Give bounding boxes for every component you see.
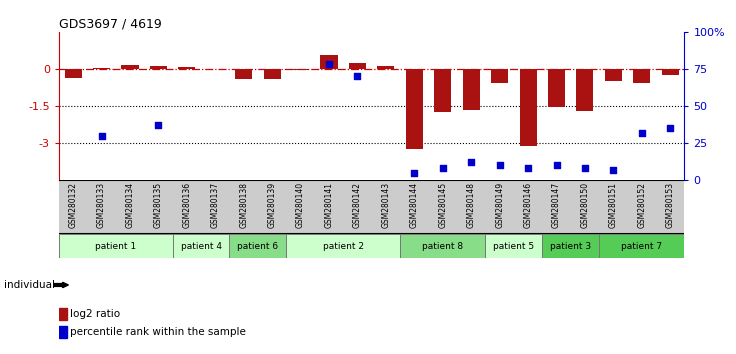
Bar (59, 308, 67, 320)
Text: GSM280153: GSM280153 (666, 182, 675, 228)
Bar (173, 234, 230, 258)
Text: GSM280136: GSM280136 (183, 182, 191, 228)
Text: GSM280152: GSM280152 (637, 182, 646, 228)
Bar (59, 234, 173, 258)
Bar (486, 234, 542, 258)
Point (352, 74, 364, 79)
Point (96, 133, 107, 138)
Bar (286, 234, 400, 258)
Text: GSM280134: GSM280134 (125, 182, 135, 228)
Bar (520, 69, 537, 145)
Bar (605, 69, 622, 81)
Text: patient 5: patient 5 (493, 242, 534, 251)
Bar (320, 55, 338, 69)
Point (152, 122, 164, 128)
Bar (491, 69, 508, 82)
Text: percentile rank within the sample: percentile rank within the sample (71, 327, 247, 337)
Text: patient 6: patient 6 (238, 242, 278, 251)
Text: GSM280150: GSM280150 (581, 182, 590, 228)
Text: GSM280144: GSM280144 (410, 182, 419, 228)
Bar (121, 65, 138, 69)
Text: GSM280148: GSM280148 (467, 182, 475, 228)
Point (523, 166, 534, 171)
Bar (378, 66, 394, 69)
Text: patient 2: patient 2 (323, 242, 364, 251)
Point (665, 125, 676, 131)
Bar (59, 326, 67, 338)
Bar (178, 67, 195, 69)
Bar (93, 68, 110, 69)
Bar (230, 234, 286, 258)
Text: GSM280141: GSM280141 (325, 182, 333, 228)
Bar (548, 69, 565, 107)
Text: patient 1: patient 1 (95, 242, 136, 251)
Point (408, 170, 420, 176)
Text: patient 8: patient 8 (422, 242, 464, 251)
Bar (599, 234, 684, 258)
Bar (576, 69, 593, 111)
Text: GSM280147: GSM280147 (552, 182, 561, 228)
Text: patient 4: patient 4 (180, 242, 222, 251)
Point (636, 130, 648, 136)
Point (323, 62, 335, 67)
Text: patient 7: patient 7 (621, 242, 662, 251)
Text: GSM280133: GSM280133 (97, 182, 106, 228)
Text: GSM280140: GSM280140 (296, 182, 305, 228)
Text: GSM280132: GSM280132 (68, 182, 77, 228)
Point (551, 162, 562, 168)
Bar (662, 69, 679, 75)
Text: GSM280143: GSM280143 (381, 182, 390, 228)
Text: GSM280145: GSM280145 (438, 182, 447, 228)
Bar (463, 69, 480, 110)
Bar (263, 69, 280, 79)
Bar (292, 69, 309, 70)
Bar (150, 67, 167, 69)
Bar (400, 234, 486, 258)
Text: GSM280137: GSM280137 (210, 182, 220, 228)
Point (437, 166, 449, 171)
Text: GSM280142: GSM280142 (353, 182, 362, 228)
Text: patient 3: patient 3 (551, 242, 591, 251)
Text: GSM280149: GSM280149 (495, 182, 504, 228)
Text: log2 ratio: log2 ratio (71, 309, 121, 319)
Text: GSM280138: GSM280138 (239, 182, 248, 228)
Text: GDS3697 / 4619: GDS3697 / 4619 (59, 18, 162, 31)
Point (465, 160, 477, 165)
Point (494, 162, 506, 168)
Text: GSM280146: GSM280146 (523, 182, 533, 228)
Point (579, 166, 591, 171)
Text: GSM280135: GSM280135 (154, 182, 163, 228)
Bar (434, 69, 451, 112)
Bar (65, 69, 82, 78)
Bar (542, 234, 599, 258)
Point (607, 167, 619, 173)
Text: individual: individual (4, 280, 54, 290)
Text: GSM280151: GSM280151 (609, 182, 618, 228)
Text: GSM280139: GSM280139 (268, 182, 277, 228)
Bar (236, 69, 252, 79)
Bar (406, 69, 423, 149)
Bar (349, 63, 366, 69)
Bar (633, 69, 651, 82)
